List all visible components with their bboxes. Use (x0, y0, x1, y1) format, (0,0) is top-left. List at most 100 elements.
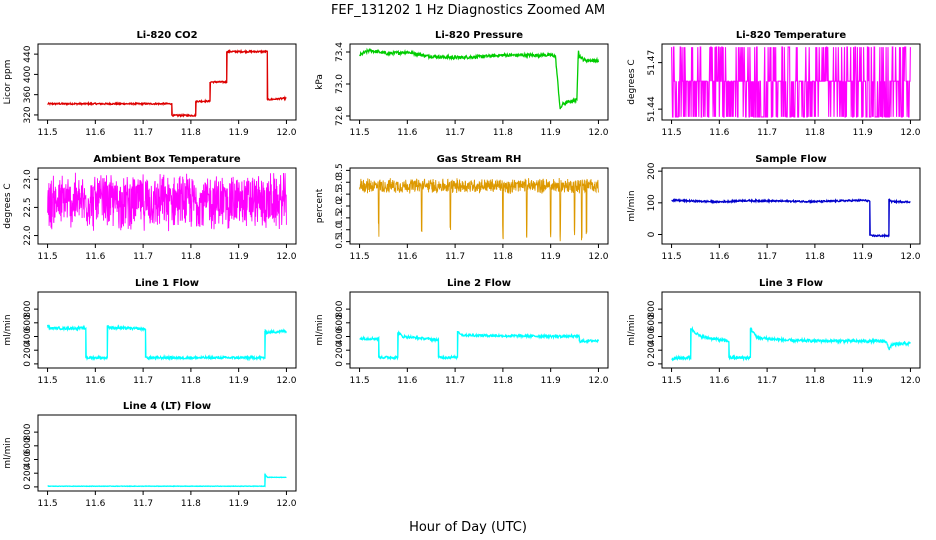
x-tick-label: 11.7 (133, 252, 153, 262)
x-tick-label: 11.8 (805, 252, 825, 262)
series-line (671, 197, 911, 239)
y-tick-label: 2.0 (335, 199, 345, 214)
panel-title: Li-820 Pressure (435, 30, 523, 41)
x-tick-label: 11.7 (757, 376, 777, 386)
x-tick-label: 11.5 (38, 376, 58, 386)
y-tick-label: 1.5 (335, 211, 345, 225)
x-tick-label: 11.5 (38, 252, 58, 262)
y-tick-label: 3.0 (335, 175, 345, 190)
x-tick-label: 11.7 (133, 376, 153, 386)
y-tick-label: 0 (23, 361, 33, 367)
y-axis-label: ml/min (3, 314, 13, 345)
x-tick-label: 11.6 (397, 128, 417, 138)
x-tick-label: 11.9 (229, 499, 249, 509)
y-tick-label: 600 (647, 314, 657, 331)
panel-title: Li-820 Temperature (736, 30, 846, 41)
plot-frame (37, 414, 297, 492)
y-tick-label: 200 (335, 341, 345, 358)
y-tick-label: 51.44 (647, 96, 657, 122)
x-tick-label: 11.8 (181, 128, 201, 138)
plot-frame (349, 291, 609, 369)
y-tick-label: 800 (23, 423, 33, 440)
data-layer (47, 172, 287, 232)
x-tick-label: 11.6 (85, 128, 105, 138)
series-line (47, 472, 287, 488)
x-tick-label: 11.6 (709, 252, 729, 262)
x-tick-label: 11.8 (805, 128, 825, 138)
y-tick-label: 1.0 (335, 222, 345, 237)
y-tick-label: 72.6 (335, 106, 345, 126)
y-tick-label: 600 (23, 437, 33, 454)
x-tick-label: 11.5 (350, 128, 370, 138)
y-axis-label: ml/min (627, 190, 637, 221)
panel-title: Li-820 CO2 (136, 30, 197, 41)
data-layer (46, 324, 287, 362)
plot-frame (37, 43, 297, 121)
y-tick-label: 320 (23, 106, 33, 123)
x-tick-label: 11.7 (133, 499, 153, 509)
panel-2: Li-820 Temperature degrees C 11.5 11.6 11.7 1… (627, 30, 921, 138)
panel-title: Sample Flow (755, 154, 827, 165)
x-tick-label: 11.6 (709, 128, 729, 138)
panel-7: Line 2 Flow ml/min 11.5 11.6 11.7 11.8 11.9 12.… (315, 278, 609, 386)
y-tick-label: 2.5 (335, 187, 345, 201)
y-tick-label: 0 (647, 361, 657, 367)
x-tick-label: 11.5 (662, 128, 682, 138)
y-tick-label: 200 (647, 341, 657, 358)
plot-frame (661, 291, 921, 369)
x-tick-label: 11.6 (709, 376, 729, 386)
x-tick-label: 11.9 (229, 252, 249, 262)
x-tick-label: 12.0 (900, 128, 920, 138)
x-tick-label: 11.9 (853, 376, 873, 386)
panel-4: Gas Stream RH percent 11.5 11.6 11.7 11.8 11.9… (315, 154, 609, 262)
y-tick-label: 600 (23, 314, 33, 331)
x-tick-label: 11.7 (757, 252, 777, 262)
y-tick-label: 400 (335, 328, 345, 345)
x-tick-label: 11.9 (853, 252, 873, 262)
x-tick-label: 11.7 (757, 128, 777, 138)
x-tick-label: 11.6 (85, 376, 105, 386)
panel-title: Ambient Box Temperature (93, 154, 240, 165)
panel-title: Line 3 Flow (759, 278, 823, 289)
y-axis-label: kPa (315, 74, 325, 90)
x-tick-label: 11.8 (493, 128, 513, 138)
y-tick-label: 100 (647, 194, 657, 211)
y-tick-label: 73.0 (335, 74, 345, 94)
x-tick-label: 11.8 (805, 376, 825, 386)
y-tick-label: 400 (23, 451, 33, 468)
x-tick-label: 11.9 (541, 128, 561, 138)
y-tick-label: 51.47 (647, 50, 657, 76)
panel-5: Sample Flow ml/min 11.5 11.6 11.7 11.8 11.9 12.… (627, 154, 921, 262)
panel-1: Li-820 Pressure kPa 11.5 11.6 11.7 11.8 11.9 12… (315, 30, 609, 138)
plot-frame (661, 167, 921, 245)
data-layer (671, 197, 911, 239)
x-tick-label: 11.6 (397, 376, 417, 386)
y-tick-label: 73.4 (335, 42, 345, 62)
y-axis-label: degrees C (3, 183, 13, 228)
data-layer (671, 325, 911, 362)
x-tick-label: 12.0 (900, 252, 920, 262)
x-tick-label: 12.0 (276, 499, 296, 509)
x-tick-label: 12.0 (588, 128, 608, 138)
x-tick-label: 11.8 (493, 376, 513, 386)
x-tick-label: 11.5 (662, 252, 682, 262)
series-line (47, 172, 287, 232)
panel-9: Line 4 (LT) Flow ml/min 11.5 11.6 11.7 11.8 11… (3, 401, 297, 509)
panels-container: Li-820 CO2 Licor ppm 11.5 11.6 11.7 11.8 11.9 1… (3, 30, 921, 509)
series-line (671, 46, 911, 118)
data-layer (359, 330, 600, 361)
series-line (47, 48, 287, 118)
x-tick-label: 11.5 (350, 376, 370, 386)
x-tick-label: 11.5 (662, 376, 682, 386)
x-tick-label: 11.6 (85, 252, 105, 262)
data-layer (671, 46, 911, 118)
figure-xlabel: Hour of Day (UTC) (409, 520, 527, 535)
x-tick-label: 11.9 (229, 376, 249, 386)
panel-3: Ambient Box Temperature degrees C 11.5 11.6… (3, 154, 297, 262)
panel-title: Line 1 Flow (135, 278, 199, 289)
y-tick-label: 440 (23, 45, 33, 62)
series-line (671, 325, 911, 362)
y-axis-label: ml/min (627, 314, 637, 345)
